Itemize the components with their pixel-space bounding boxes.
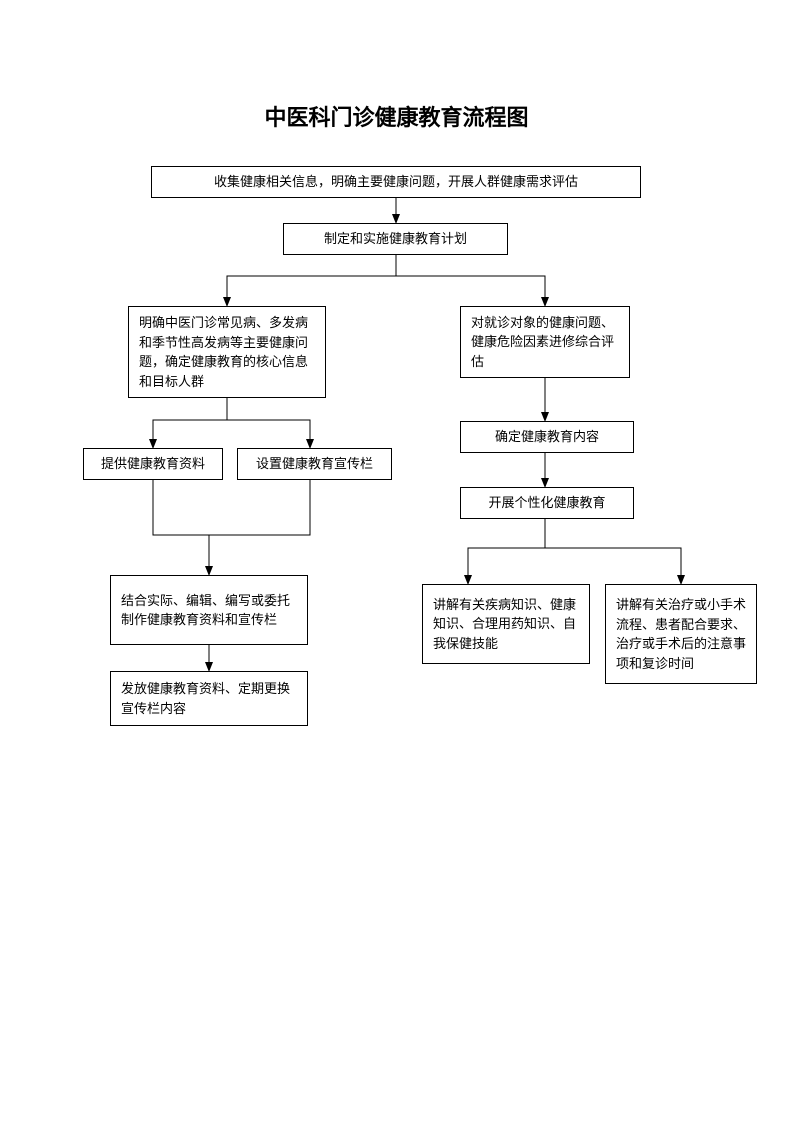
edge-split3-n12 [545,548,681,584]
flowchart-node-n4: 对就诊对象的健康问题、健康危险因素进修综合评估 [460,306,630,378]
edge-n6-mergeA [209,480,310,535]
edge-split1-n3 [227,276,396,306]
flowchart-node-n11: 讲解有关疾病知识、健康知识、合理用药知识、自我保健技能 [422,584,590,664]
flowchart-node-n12: 讲解有关治疗或小手术流程、患者配合要求、治疗或手术后的注意事项和复诊时间 [605,584,757,684]
edge-split2-n5 [153,420,227,448]
flowchart-node-n6: 设置健康教育宣传栏 [237,448,392,480]
edge-split2-n6 [227,420,310,448]
flowchart-node-n8: 开展个性化健康教育 [460,487,634,519]
edge-split1-n4 [396,276,545,306]
flowchart-node-n7: 确定健康教育内容 [460,421,634,453]
flowchart-node-n2: 制定和实施健康教育计划 [283,223,508,255]
edge-n5-mergeA [153,480,209,535]
flowchart-node-n3: 明确中医门诊常见病、多发病和季节性高发病等主要健康问题，确定健康教育的核心信息和… [128,306,326,398]
flowchart-node-n5: 提供健康教育资料 [83,448,223,480]
page-title: 中医科门诊健康教育流程图 [0,100,793,132]
flowchart-node-n1: 收集健康相关信息，明确主要健康问题，开展人群健康需求评估 [151,166,641,198]
flowchart-node-n10: 发放健康教育资料、定期更换宣传栏内容 [110,671,308,726]
edge-split3-n11 [468,548,545,584]
flowchart-node-n9: 结合实际、编辑、编写或委托制作健康教育资料和宣传栏 [110,575,308,645]
